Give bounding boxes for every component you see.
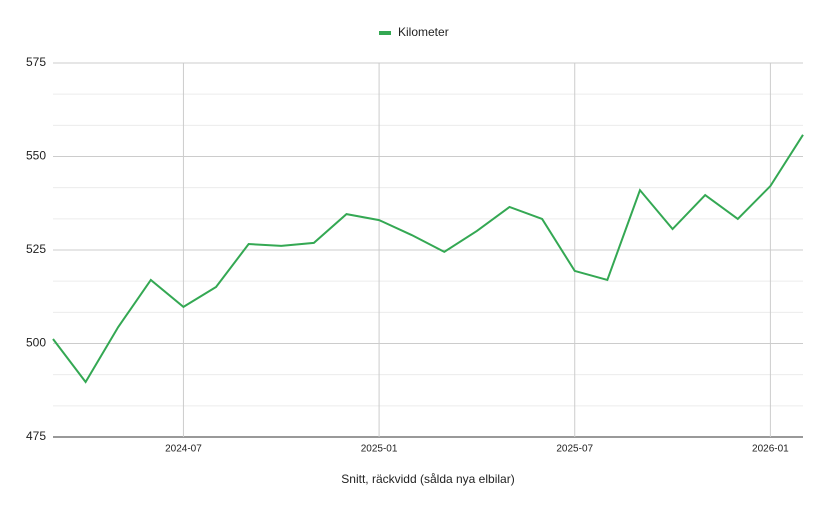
legend-label: Kilometer — [398, 25, 449, 39]
y-tick-label: 550 — [26, 149, 46, 163]
line-series — [52, 134, 804, 384]
y-tick-label: 525 — [26, 242, 46, 256]
y-tick-label: 575 — [26, 55, 46, 69]
y-tick-label: 475 — [26, 429, 46, 443]
x-tick-label: 2024-07 — [165, 444, 202, 455]
y-tick-label: 500 — [26, 336, 46, 350]
x-tick-label: 2026-01 — [752, 444, 789, 455]
x-tick-label: 2025-01 — [361, 444, 398, 455]
x-axis-title: Snitt, räckvidd (sålda nya elbilar) — [341, 472, 514, 486]
x-tick-label: 2025-07 — [556, 444, 593, 455]
